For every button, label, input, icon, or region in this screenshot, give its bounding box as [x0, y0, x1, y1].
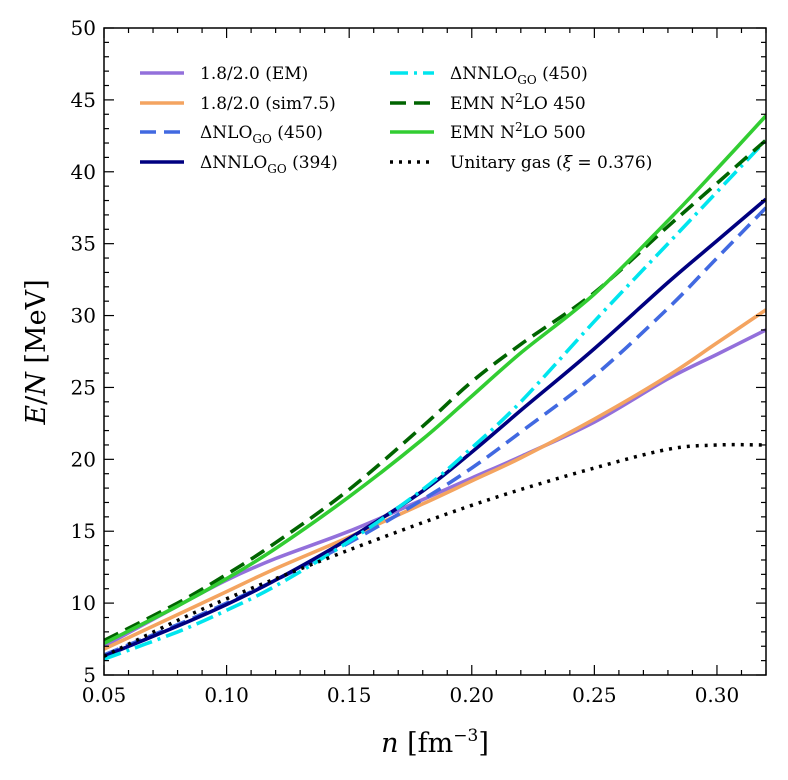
- series-line-nlo-go-450: [104, 206, 766, 657]
- y-tick-label: 40: [71, 160, 96, 184]
- series-line-nnlo-go-394: [104, 197, 766, 658]
- y-tick-label: 5: [83, 663, 96, 687]
- legend-label: ΔNNLOGO (450): [450, 64, 588, 87]
- x-tick-label: 0.05: [82, 683, 127, 707]
- legend-label: 1.8/2.0 (sim7.5): [200, 94, 336, 114]
- y-tick-label: 35: [71, 232, 96, 256]
- tick-layer: 0.05 0.10 0.15 0.20 0.25 0.30 5 10 15 20 25 30 35 40 4…: [71, 16, 767, 707]
- x-tick-label: 0.10: [204, 683, 249, 707]
- legend-label: EMN N2LO 450: [450, 91, 586, 114]
- legend-label: EMN N2LO 500: [450, 120, 586, 143]
- series-layer: [104, 114, 766, 661]
- y-tick-label: 10: [71, 591, 96, 615]
- y-tick-label: 20: [71, 447, 96, 471]
- y-tick-label: 45: [71, 88, 96, 112]
- legend-label: 1.8/2.0 (EM): [200, 64, 308, 84]
- y-axis-label: E/N [MeV]: [21, 279, 52, 425]
- legend-label: ΔNNLOGO (394): [200, 153, 338, 176]
- x-tick-label: 0.15: [327, 683, 372, 707]
- x-tick-label: 0.25: [572, 683, 617, 707]
- legend-label: ΔNLOGO (450): [200, 123, 323, 146]
- y-tick-label: 15: [71, 519, 96, 543]
- x-tick-label: 0.20: [450, 683, 495, 707]
- series-line-unitary-gas-0-376: [104, 442, 766, 658]
- series-line-emn-n-lo-500: [104, 114, 766, 646]
- y-tick-label: 25: [71, 375, 96, 399]
- series-line-nnlo-go-450: [104, 138, 766, 661]
- legend: 1.8/2.0 (EM) 1.8/2.0 (sim7.5) ΔNLOGO (450)…: [140, 64, 652, 176]
- legend-label: Unitary gas (ξ = 0.376): [450, 153, 652, 173]
- y-tick-label: 50: [71, 16, 96, 40]
- x-axis-label: n [fm−3]: [381, 726, 489, 759]
- y-tick-label: 30: [71, 304, 96, 328]
- plot-frame: [103, 27, 767, 676]
- x-tick-label: 0.30: [695, 683, 740, 707]
- series-line-1-8-2-0-sim7-5: [104, 308, 766, 651]
- series-line-emn-n-lo-450: [104, 138, 766, 643]
